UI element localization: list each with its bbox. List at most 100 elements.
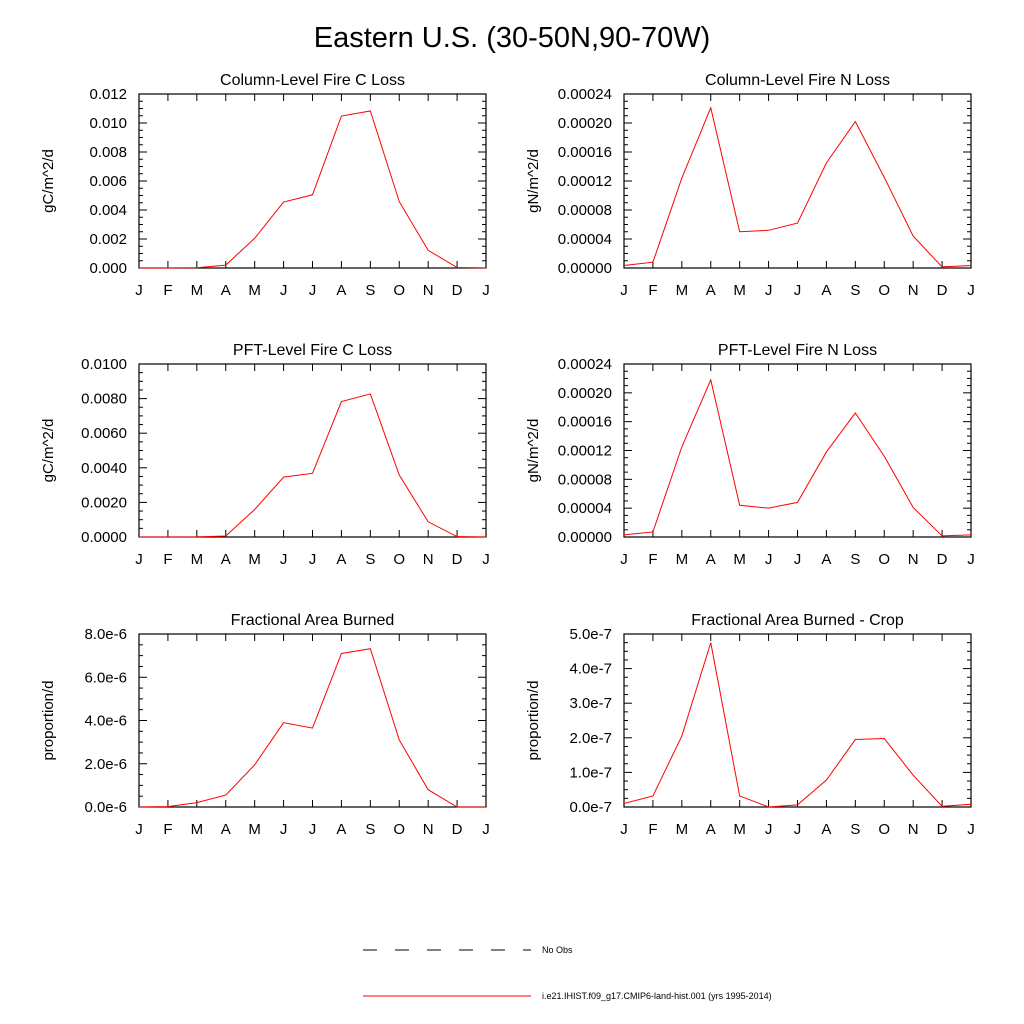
chart-title: Column-Level Fire C Loss — [220, 72, 405, 89]
x-tick-label: O — [393, 551, 405, 568]
x-tick-label: J — [967, 551, 975, 568]
x-tick-label: D — [937, 821, 948, 838]
y-axis-label: proportion/d — [40, 680, 57, 760]
x-tick-label: F — [163, 551, 172, 568]
x-tick-label: M — [248, 821, 261, 838]
x-tick-label: J — [765, 821, 773, 838]
y-tick-label: 4.0e-7 — [569, 661, 612, 678]
x-tick-label: J — [280, 821, 288, 838]
chart-panel-6: Fractional Area Burned - Crop proportion/… — [525, 612, 975, 838]
x-tick-label: M — [733, 551, 746, 568]
x-tick-label: M — [733, 821, 746, 838]
x-tick-label: A — [821, 282, 831, 299]
y-axis-label: gC/m^2/d — [40, 149, 57, 213]
y-tick-label: 2.0e-6 — [84, 756, 127, 773]
x-tick-label: J — [967, 821, 975, 838]
y-tick-label: 0.0100 — [81, 356, 127, 373]
y-tick-label: 0.0e-6 — [84, 799, 127, 816]
x-tick-label: J — [967, 282, 975, 299]
y-tick-label: 0.012 — [89, 86, 127, 103]
x-tick-label: D — [452, 821, 463, 838]
x-tick-label: J — [309, 282, 317, 299]
x-tick-label: J — [135, 551, 143, 568]
y-tick-label: 0.0e-7 — [569, 799, 612, 816]
y-axis-label: gN/m^2/d — [525, 149, 542, 213]
series-line — [139, 393, 487, 538]
y-tick-label: 0.00020 — [558, 115, 612, 132]
x-tick-label: J — [135, 821, 143, 838]
chart-title: Fractional Area Burned — [231, 612, 395, 629]
y-tick-label: 3.0e-7 — [569, 695, 612, 712]
x-tick-label: N — [908, 551, 919, 568]
x-tick-label: N — [423, 821, 434, 838]
x-tick-label: O — [393, 282, 405, 299]
y-tick-label: 0.0080 — [81, 391, 127, 408]
y-tick-label: 5.0e-7 — [569, 626, 612, 643]
y-tick-label: 0.00008 — [558, 202, 612, 219]
x-tick-label: F — [648, 821, 657, 838]
y-tick-label: 0.00024 — [558, 356, 612, 373]
y-tick-label: 0.0040 — [81, 460, 127, 477]
x-tick-label: O — [393, 821, 405, 838]
y-tick-label: 4.0e-6 — [84, 713, 127, 730]
y-tick-label: 0.008 — [89, 144, 127, 161]
x-tick-label: A — [821, 821, 831, 838]
y-tick-label: 0.00004 — [558, 500, 612, 517]
x-tick-label: M — [248, 282, 261, 299]
x-tick-label: J — [794, 282, 802, 299]
y-tick-label: 0.00008 — [558, 471, 612, 488]
y-axis-label: proportion/d — [525, 680, 542, 760]
x-tick-label: J — [620, 551, 628, 568]
series-line — [139, 110, 487, 269]
y-tick-label: 8.0e-6 — [84, 626, 127, 643]
x-tick-label: J — [309, 821, 317, 838]
y-tick-label: 0.0020 — [81, 494, 127, 511]
x-tick-label: S — [850, 821, 860, 838]
x-tick-label: J — [309, 551, 317, 568]
x-tick-label: J — [794, 821, 802, 838]
x-tick-label: A — [221, 282, 231, 299]
x-tick-label: J — [482, 282, 490, 299]
y-tick-label: 0.00000 — [558, 260, 612, 277]
x-tick-label: A — [706, 551, 716, 568]
x-tick-label: M — [191, 821, 204, 838]
x-tick-label: J — [482, 821, 490, 838]
y-tick-label: 0.00024 — [558, 86, 612, 103]
x-tick-label: S — [850, 282, 860, 299]
y-tick-label: 0.0060 — [81, 425, 127, 442]
series-line — [623, 106, 972, 268]
y-tick-label: 0.00004 — [558, 231, 612, 248]
x-tick-label: M — [676, 821, 689, 838]
legend-label: No Obs — [542, 945, 573, 955]
x-tick-label: D — [937, 282, 948, 299]
y-tick-label: 0.00012 — [558, 173, 612, 190]
y-tick-label: 0.00012 — [558, 443, 612, 460]
y-tick-label: 0.00016 — [558, 144, 612, 161]
x-tick-label: M — [248, 551, 261, 568]
y-tick-label: 0.00000 — [558, 529, 612, 546]
chart-panel-5: Fractional Area Burned proportion/d J F M A M J… — [40, 612, 490, 838]
x-tick-label: J — [280, 282, 288, 299]
series-line — [138, 648, 486, 808]
chart-title: PFT-Level Fire C Loss — [233, 342, 392, 359]
x-tick-label: A — [336, 282, 346, 299]
chart-title: Fractional Area Burned - Crop — [691, 612, 904, 629]
y-tick-label: 0.006 — [89, 173, 127, 190]
x-tick-label: A — [336, 551, 346, 568]
x-tick-label: S — [365, 821, 375, 838]
x-tick-label: A — [821, 551, 831, 568]
x-tick-label: J — [620, 282, 628, 299]
x-tick-label: J — [765, 282, 773, 299]
series-line — [623, 378, 972, 537]
x-tick-label: F — [163, 821, 172, 838]
x-tick-label: M — [191, 551, 204, 568]
x-tick-label: M — [733, 282, 746, 299]
x-tick-label: O — [878, 282, 890, 299]
x-tick-label: A — [336, 821, 346, 838]
x-tick-label: F — [648, 282, 657, 299]
